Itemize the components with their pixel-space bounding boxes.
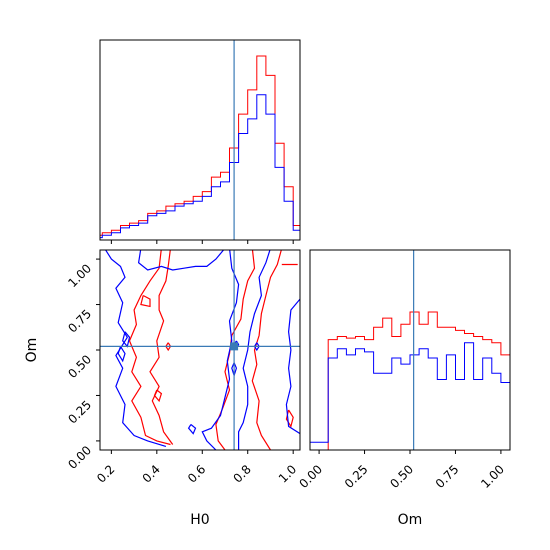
- h0-histogram-series: [100, 55, 300, 239]
- joint-x-tick-label: 0.8: [230, 462, 253, 485]
- contour-red-island: [153, 389, 163, 403]
- contour-blue-line: [238, 250, 271, 450]
- om-x-tick-label: 0.25: [342, 462, 371, 491]
- contour-blue-line: [137, 250, 225, 271]
- joint-y-tick-label: 1.00: [65, 261, 94, 290]
- joint-truth-marker: [230, 342, 239, 351]
- om-x-tick-label: 0.00: [296, 462, 325, 491]
- x-axis-label-om: Om: [398, 512, 423, 528]
- h0-histogram-panel: [99, 39, 301, 244]
- joint-y-tick-label: 0.00: [65, 443, 94, 472]
- contour-blue-line: [104, 250, 167, 447]
- y-axis-label-om: Om: [24, 338, 40, 363]
- om-x-tick-label: 0.75: [433, 462, 462, 491]
- joint-x-tick-label: 0.6: [185, 462, 208, 485]
- x-axis-label-h0: H0: [190, 512, 209, 528]
- om-histogram-series: [310, 311, 510, 450]
- contour-blue-island: [253, 342, 260, 352]
- h0-om-contour-panel: 0.2 0.4 0.6 0.8 1.0 0.00 0.25 0.50 0.75 1.00: [65, 249, 301, 486]
- om-hist-frame: [309, 249, 511, 451]
- joint-x-tick-label: 0.2: [94, 462, 117, 485]
- axis-labels: H0 Om Om: [24, 338, 422, 528]
- contour-red-island: [165, 342, 172, 352]
- joint-x-tick-label: 0.4: [140, 462, 163, 485]
- om-x-tick-label: 0.50: [387, 462, 416, 491]
- contour-red-line: [149, 250, 174, 445]
- om-histogram-panel: 0.00 0.25 0.50 0.75 1.00: [296, 249, 511, 491]
- contour-blue-line: [285, 298, 300, 435]
- h0-hist-series-red: [100, 55, 300, 236]
- om-x-tick-label: 1.00: [478, 462, 507, 491]
- contour-red-island: [140, 294, 151, 308]
- contour-blue-island: [187, 424, 197, 435]
- h0-hist-frame: [99, 39, 301, 241]
- om-hist-series-blue: [310, 342, 510, 450]
- joint-x-tick-label: 1.0: [276, 462, 299, 485]
- contour-blue-line: [201, 250, 240, 450]
- om-hist-series-red: [310, 311, 510, 450]
- contour-red-line: [128, 250, 171, 446]
- contour-red-line: [251, 250, 282, 450]
- contour-series: [104, 250, 300, 450]
- contour-blue-island: [117, 346, 126, 363]
- h0-hist-series-blue: [100, 94, 300, 239]
- joint-y-tick-label: 0.50: [65, 352, 94, 381]
- joint-y-tick-label: 0.25: [65, 398, 94, 427]
- joint-y-tick-label: 0.75: [65, 307, 94, 336]
